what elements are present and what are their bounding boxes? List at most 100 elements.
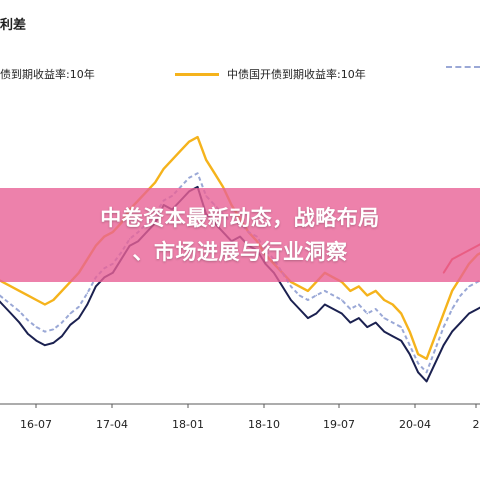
series-4-point	[408, 344, 411, 347]
series-2-point	[366, 294, 369, 297]
series-1-point	[95, 285, 97, 288]
series-2-point	[374, 290, 377, 292]
series-1-point	[391, 335, 394, 338]
banner-line-2: 、市场进展与行业洞察	[132, 240, 348, 264]
series-1-point	[18, 321, 21, 324]
series-1-point	[341, 312, 343, 315]
series-1-point	[10, 312, 12, 315]
x-tick-label: 2	[473, 418, 480, 431]
series-1-point	[476, 308, 479, 310]
series-2-point	[162, 168, 165, 170]
series-4-point	[332, 294, 335, 297]
series-2-point	[179, 149, 182, 152]
series-1-point	[315, 312, 318, 315]
series-1-point	[61, 335, 63, 338]
series-2-point	[196, 136, 199, 138]
series-4-point	[290, 285, 292, 288]
series-1-point	[307, 317, 309, 319]
series-2-point	[52, 299, 55, 301]
x-tick-label: 19-07	[323, 418, 355, 431]
legend-swatch-series-4	[446, 66, 480, 68]
series-1-point	[1, 303, 4, 306]
series-4-point	[374, 308, 377, 310]
series-1-point	[383, 330, 386, 333]
series-2-point	[417, 353, 419, 356]
series-4-point	[86, 292, 89, 295]
series-2-point	[61, 290, 63, 292]
series-4-point	[35, 326, 38, 328]
series-4-point	[383, 317, 386, 319]
series-2-point	[27, 294, 29, 297]
series-2-point	[383, 299, 386, 301]
series-1-point	[78, 317, 80, 319]
series-4-point	[179, 186, 182, 188]
legend-label-series-2: 中债国开债到期收益率:10年	[227, 68, 366, 81]
series-2-point	[18, 290, 21, 292]
series-1-point	[400, 339, 403, 342]
series-4-point	[417, 362, 419, 365]
series-2-point	[408, 330, 411, 333]
series-1-point	[35, 339, 38, 342]
series-1-point	[69, 324, 72, 326]
series-1-point	[281, 285, 284, 288]
series-4-point	[459, 294, 462, 297]
series-1-point	[290, 299, 292, 301]
series-1-point	[425, 380, 428, 383]
series-4-point	[27, 319, 29, 322]
series-2-point	[205, 159, 207, 161]
series-1-point	[408, 353, 411, 356]
series-4-point	[307, 299, 309, 301]
x-tick-label: 17-04	[96, 418, 128, 431]
banner-line-1: 中卷资本最新动态，战略布局	[100, 206, 380, 230]
series-4-point	[434, 348, 436, 351]
series-1-point	[434, 362, 436, 365]
series-2-point	[298, 285, 301, 288]
series-1-point	[298, 308, 301, 310]
legend-item-series-2: 中债国开债到期收益率:10年	[175, 66, 366, 82]
series-4-point	[442, 326, 445, 328]
series-4-point	[298, 294, 301, 297]
series-2-point	[44, 303, 46, 306]
series-4-point	[400, 326, 403, 328]
series-2-point	[307, 290, 309, 292]
legend-item-series-4	[446, 66, 480, 68]
series-1-point	[349, 321, 352, 324]
series-4-point	[188, 177, 190, 179]
series-1-point	[86, 303, 89, 306]
series-1-point	[332, 308, 335, 310]
series-4-point	[18, 310, 21, 313]
series-2-point	[188, 140, 190, 143]
series-2-point	[10, 285, 12, 288]
series-2-point	[349, 290, 352, 292]
series-2-point	[425, 358, 428, 360]
series-4-point	[315, 294, 318, 297]
series-4-point	[78, 306, 80, 308]
x-tick-label: 18-01	[172, 418, 204, 431]
series-2-point	[213, 172, 216, 175]
x-tick-label: 18-10	[248, 418, 280, 431]
series-2-point	[222, 186, 224, 188]
series-4-point	[349, 308, 352, 310]
series-4-point	[69, 312, 72, 315]
series-2-point	[400, 312, 403, 315]
series-2-point	[442, 312, 445, 315]
series-1-point	[196, 186, 199, 188]
series-4-point	[468, 285, 470, 288]
series-4-point	[61, 321, 63, 324]
series-4-point	[44, 330, 46, 333]
series-2-point	[358, 285, 360, 288]
series-1-point	[459, 321, 462, 324]
series-1-point	[442, 344, 445, 347]
series-2-point	[171, 159, 173, 161]
series-2-point	[391, 303, 394, 306]
series-2-point	[451, 290, 453, 292]
series-1-point	[451, 330, 453, 333]
series-1-point	[366, 326, 369, 328]
series-1-point	[358, 317, 360, 319]
series-1-point	[374, 321, 377, 324]
series-4-point	[52, 328, 55, 331]
series-4-point	[1, 296, 4, 299]
series-4-point	[425, 371, 428, 374]
legend-swatch-series-2	[175, 72, 219, 76]
banner: 中卷资本最新动态，战略布局 、市场进展与行业洞察	[0, 188, 480, 282]
